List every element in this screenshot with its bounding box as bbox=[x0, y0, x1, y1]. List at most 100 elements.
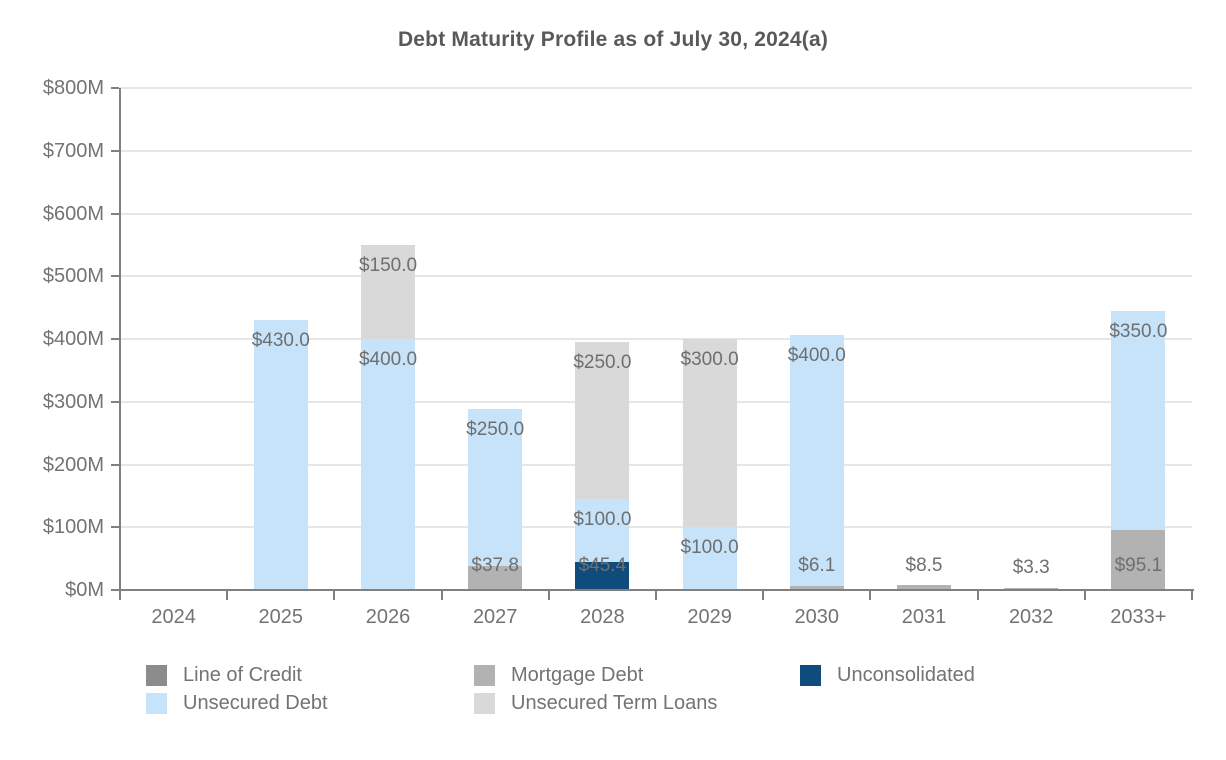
legend-label: Unconsolidated bbox=[837, 664, 975, 686]
x-axis-tick bbox=[976, 591, 979, 600]
x-axis-tick bbox=[762, 591, 765, 600]
bar-segment-unsecured-debt bbox=[253, 320, 308, 590]
gridline bbox=[120, 526, 1192, 529]
y-axis-tick bbox=[111, 400, 119, 403]
gridline bbox=[120, 400, 1192, 403]
bar-segment-unsecured-term-loans bbox=[361, 244, 415, 339]
x-axis-tick bbox=[226, 591, 229, 600]
bar-segment-unsecured-debt bbox=[361, 339, 415, 590]
bar-segment-unsecured-debt bbox=[575, 498, 630, 562]
bar-value-label: $430.0 bbox=[251, 330, 310, 352]
bar-value-label: $95.1 bbox=[1114, 555, 1163, 576]
y-tick-label: $500M bbox=[42, 265, 104, 288]
x-axis-tick bbox=[119, 591, 121, 600]
x-tick-label: 2024 bbox=[151, 606, 196, 628]
bar-segment-unsecured-term-loans bbox=[682, 339, 737, 528]
bar-value-label: $250.0 bbox=[573, 351, 632, 373]
bar-segment-unconsolidated bbox=[575, 561, 630, 590]
gridline bbox=[120, 463, 1192, 466]
y-axis-line bbox=[119, 88, 121, 592]
bar-segment-unsecured-debt bbox=[789, 335, 844, 587]
y-tick-label: $800M bbox=[42, 77, 104, 99]
bar-value-label: $3.3 bbox=[1012, 556, 1050, 578]
bar-segment-unsecured-debt bbox=[682, 527, 737, 590]
bar-value-label: $400.0 bbox=[358, 349, 418, 370]
bar-value-label: $8.5 bbox=[905, 555, 943, 576]
y-tick-label: $200M bbox=[42, 453, 104, 476]
x-axis-tick bbox=[1083, 591, 1086, 600]
bar-segment-mortgage-debt bbox=[468, 566, 523, 590]
y-axis-tick bbox=[111, 275, 119, 278]
x-axis-line bbox=[118, 589, 1194, 591]
x-tick-label: 2030 bbox=[794, 606, 840, 628]
legend-swatch bbox=[474, 693, 495, 714]
x-tick-label: 2031 bbox=[901, 606, 947, 628]
y-tick-label: $400M bbox=[42, 328, 104, 350]
x-tick-label: 2029 bbox=[687, 606, 732, 628]
legend-label: Line of Credit bbox=[183, 664, 302, 686]
legend-swatch bbox=[146, 693, 167, 714]
bar-value-label: $100.0 bbox=[573, 508, 632, 530]
y-tick-label: $300M bbox=[42, 390, 104, 413]
legend-column: Unconsolidated bbox=[800, 664, 975, 686]
legend-item-unsecured-debt: Unsecured Debt bbox=[146, 692, 328, 714]
bar-segment-mortgage-debt bbox=[1111, 530, 1166, 590]
bar-value-label: $400.0 bbox=[787, 345, 846, 367]
gridline bbox=[120, 275, 1192, 278]
x-axis-tick bbox=[869, 591, 872, 600]
legend-swatch bbox=[474, 665, 495, 686]
chart-legend: Line of Credit Unsecured Debt Mortgage Deb… bbox=[0, 664, 1226, 735]
legend-item-mortgage-debt: Mortgage Debt bbox=[474, 664, 717, 686]
x-tick-label: 2025 bbox=[258, 606, 304, 628]
y-tick-label: $0M bbox=[65, 579, 104, 601]
x-tick-label: 2033+ bbox=[1110, 606, 1167, 628]
x-axis-tick bbox=[655, 591, 657, 600]
legend-label: Mortgage Debt bbox=[511, 664, 644, 686]
y-tick-label: $100M bbox=[42, 516, 104, 539]
legend-item-unconsolidated: Unconsolidated bbox=[800, 664, 975, 686]
x-tick-label: 2032 bbox=[1008, 606, 1054, 628]
y-tick-label: $600M bbox=[42, 202, 104, 225]
chart-title: Debt Maturity Profile as of July 30, 202… bbox=[397, 28, 829, 51]
x-axis-tick bbox=[333, 591, 336, 600]
x-axis-tick bbox=[1191, 591, 1193, 600]
x-axis-tick bbox=[547, 591, 550, 600]
bar-value-label: $300.0 bbox=[680, 349, 739, 370]
bar-value-label: $37.8 bbox=[471, 555, 519, 576]
x-axis-tick bbox=[440, 591, 443, 600]
legend-column: Mortgage Debt Unsecured Term Loans bbox=[474, 664, 718, 714]
gridline bbox=[120, 149, 1192, 152]
y-axis-tick bbox=[111, 338, 119, 340]
bar-segment-mortgage-debt bbox=[789, 586, 844, 590]
y-axis-tick bbox=[111, 526, 119, 529]
bar-value-label: $150.0 bbox=[358, 254, 418, 276]
bar-segment-unsecured-term-loans bbox=[575, 341, 630, 499]
bar-value-label: $250.0 bbox=[466, 419, 525, 441]
y-tick-label: $700M bbox=[42, 139, 104, 162]
y-axis-tick bbox=[111, 589, 119, 591]
y-axis-tick bbox=[111, 87, 119, 89]
bar-value-label: $100.0 bbox=[680, 537, 739, 559]
legend-label: Unsecured Debt bbox=[183, 692, 328, 714]
legend-item-line-of-credit: Line of Credit bbox=[146, 664, 328, 686]
bar-segment-unsecured-debt bbox=[468, 409, 523, 567]
legend-swatch bbox=[146, 665, 167, 686]
bar-value-label: $350.0 bbox=[1109, 320, 1168, 342]
y-axis-tick bbox=[111, 463, 119, 466]
y-axis-tick bbox=[111, 149, 119, 152]
bar-value-label: $45.4 bbox=[578, 555, 627, 576]
x-tick-label: 2028 bbox=[580, 606, 625, 628]
gridline bbox=[120, 338, 1192, 340]
bar-segment-unsecured-debt bbox=[1111, 310, 1166, 531]
gridline bbox=[120, 87, 1192, 89]
legend-swatch bbox=[800, 665, 821, 686]
bar-segment-mortgage-debt bbox=[1004, 587, 1059, 590]
bar-segment-mortgage-debt bbox=[897, 584, 951, 590]
bar-value-label: $6.1 bbox=[798, 555, 836, 577]
x-tick-label: 2027 bbox=[472, 606, 518, 628]
legend-column: Line of Credit Unsecured Debt bbox=[146, 664, 328, 714]
y-axis-tick bbox=[111, 212, 119, 215]
legend-label: Unsecured Term Loans bbox=[511, 692, 718, 714]
x-tick-label: 2026 bbox=[365, 606, 411, 628]
